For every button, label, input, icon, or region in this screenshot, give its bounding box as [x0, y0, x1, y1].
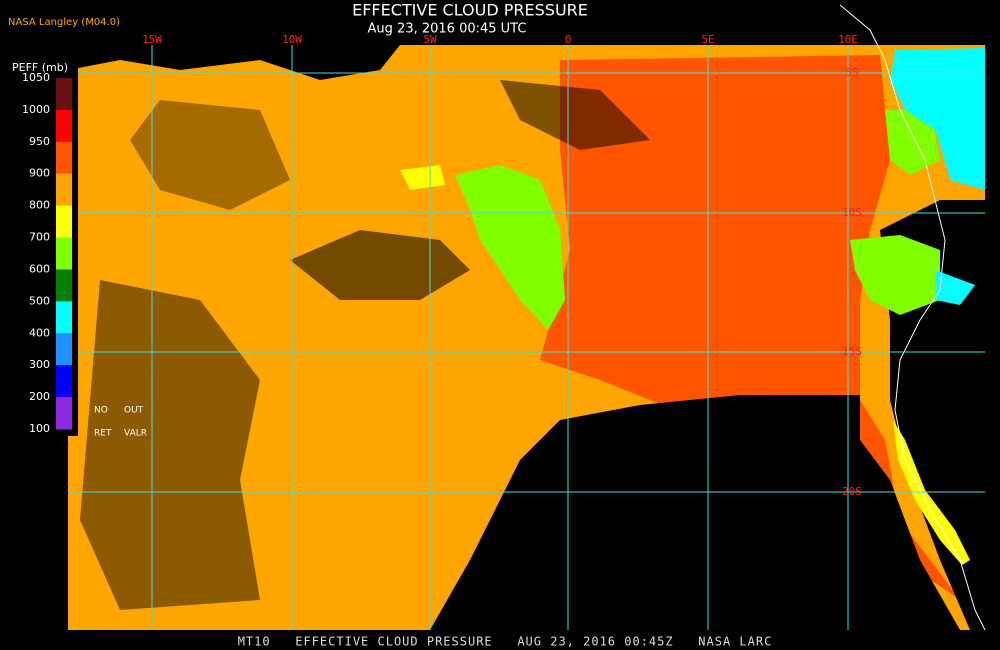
- colorbar-note: VALR: [124, 429, 147, 439]
- cloud-layer-cyan: [935, 270, 975, 305]
- colorbar-swatch: [56, 301, 72, 334]
- colorbar-note: RET: [94, 429, 112, 439]
- broken-cloud: [130, 100, 290, 210]
- cloud-layer-green: [885, 110, 940, 175]
- colorbar-label: 800: [29, 199, 50, 212]
- longitude-label: 10W: [282, 33, 302, 46]
- latitude-label: 20S: [842, 485, 862, 498]
- broken-cloud: [290, 230, 470, 300]
- colorbar-swatch: [56, 269, 72, 302]
- colorbar-swatch: [56, 141, 72, 175]
- longitude-label: 15W: [142, 33, 162, 46]
- colorbar-title: PEFF (mb): [12, 61, 68, 74]
- colorbar-note: OUT: [124, 406, 144, 416]
- map-title: EFFECTIVE CLOUD PRESSURE: [352, 1, 588, 20]
- longitude-label: 5W: [423, 33, 437, 46]
- colorbar-swatch: [56, 78, 72, 111]
- coastal-cloud: [893, 420, 970, 565]
- longitude-label: 0: [565, 33, 572, 46]
- colorbar-label: 400: [29, 326, 50, 339]
- colorbar-swatch: [56, 173, 72, 207]
- colorbar: PEFF (mb) NO OUT RET VALR 1050 1000 950 900…: [0, 56, 147, 439]
- colorbar-label: 500: [29, 294, 50, 307]
- colorbar-swatch: [56, 333, 72, 366]
- colorbar-label: 900: [29, 167, 50, 180]
- footer: MT10 EFFECTIVE CLOUD PRESSURE AUG 23, 20…: [238, 635, 773, 649]
- cloud-map: [68, 4, 986, 631]
- colorbar-label: 600: [29, 262, 50, 275]
- colorbar-label: 950: [29, 135, 50, 148]
- clear-sky-north: [68, 45, 400, 80]
- cloud-layer-yellow: [400, 165, 445, 190]
- cloud-layer-green: [455, 165, 565, 330]
- colorbar-label: 100: [29, 422, 50, 435]
- coastline: [839, 4, 986, 631]
- colorbar-swatch: [56, 365, 72, 398]
- colorbar-label: 1050: [22, 71, 50, 84]
- latitude-label: 10S: [842, 206, 862, 219]
- cloud-layer-cyan: [890, 48, 985, 190]
- colorbar-swatch: [56, 237, 72, 270]
- longitude-label: 10E: [838, 33, 858, 46]
- colorbar-swatch: [56, 397, 72, 430]
- colorbar-label: 300: [29, 358, 50, 371]
- latitude-label: 15S: [842, 345, 862, 358]
- longitude-labels: 15W 10W 5W 0 5E 10E: [142, 33, 858, 46]
- colorbar-swatch: [56, 205, 72, 239]
- colorbar-note: NO: [94, 406, 108, 416]
- longitude-label: 5E: [701, 33, 714, 46]
- clear-sky: [430, 395, 960, 630]
- latitude-labels: 5S 10S 15S 20S: [842, 66, 862, 498]
- colorbar-label: 1000: [22, 103, 50, 116]
- broken-cloud: [80, 280, 260, 610]
- cloud-layer-green: [850, 235, 940, 315]
- source-label: NASA Langley (M04.0): [8, 17, 120, 28]
- map-subtitle: Aug 23, 2016 00:45 UTC: [368, 22, 527, 37]
- footer-background: [0, 632, 1000, 650]
- colorbar-swatch: [56, 109, 72, 143]
- colorbar-label: 200: [29, 390, 50, 403]
- broken-cloud: [500, 80, 650, 150]
- latitude-label: 5S: [845, 66, 858, 79]
- colorbar-label: 700: [29, 231, 50, 244]
- graticule: [68, 45, 985, 630]
